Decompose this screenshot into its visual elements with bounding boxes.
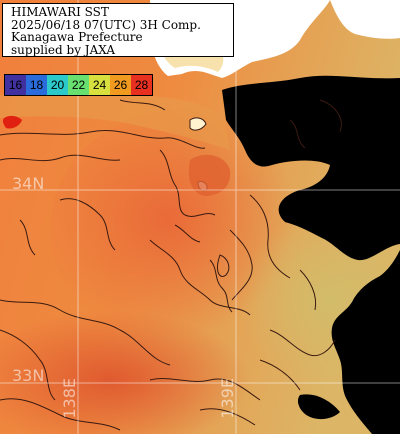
legend-tick: 22 bbox=[68, 75, 89, 95]
land-northeast bbox=[330, 0, 400, 39]
legend-tick: 20 bbox=[47, 75, 68, 95]
cloud-cover-east bbox=[331, 250, 400, 434]
warm-water-south bbox=[0, 310, 250, 434]
title-line-date: 2025/06/18 07(UTC) 3H Comp. bbox=[11, 17, 201, 32]
title-box: HIMAWARI SST 2025/06/18 07(UTC) 3H Comp.… bbox=[2, 3, 234, 57]
title-line-source: supplied by JAXA bbox=[11, 42, 116, 57]
island-north bbox=[189, 117, 207, 131]
lon-label-138e: 138E bbox=[60, 378, 79, 419]
lat-label-33n: 33N bbox=[12, 366, 45, 385]
title-line-product: HIMAWARI SST bbox=[11, 5, 109, 19]
warm-eddy bbox=[188, 154, 231, 196]
cloud-patch bbox=[343, 203, 378, 231]
sst-contours bbox=[0, 99, 342, 431]
legend-tick: 26 bbox=[110, 75, 131, 95]
legend-tick: 28 bbox=[131, 75, 152, 95]
nearshore-band bbox=[0, 91, 230, 150]
cloud-patch-south bbox=[297, 394, 340, 420]
lon-label-139e: 139E bbox=[218, 378, 237, 419]
temperature-legend: 16 18 20 22 24 26 28 bbox=[4, 74, 153, 96]
legend-tick: 18 bbox=[26, 75, 47, 95]
island-west bbox=[2, 115, 22, 129]
title-line-region: Kanagawa Prefecture bbox=[11, 30, 143, 44]
legend-tick: 24 bbox=[89, 75, 110, 95]
legend-tick: 16 bbox=[5, 75, 26, 95]
lat-label-34n: 34N bbox=[12, 174, 45, 193]
